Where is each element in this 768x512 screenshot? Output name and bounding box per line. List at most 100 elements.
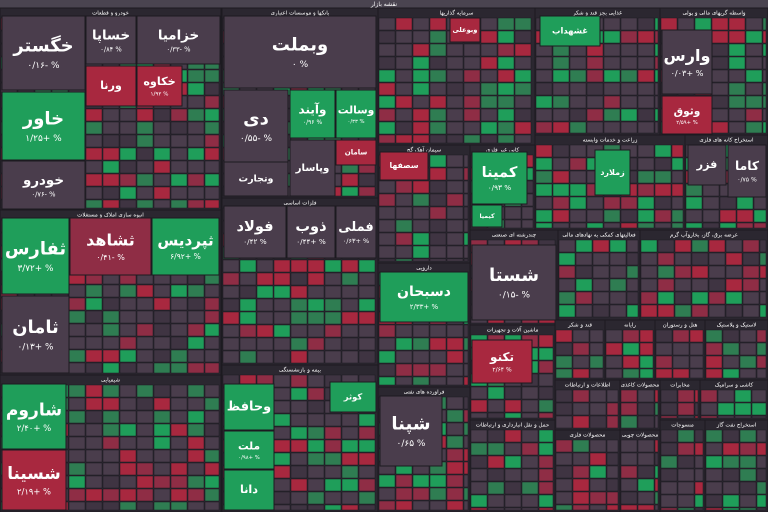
- small-tile: [702, 196, 720, 210]
- small-tile: [341, 259, 359, 273]
- small-tile: [256, 298, 274, 312]
- small-tile: [739, 355, 757, 369]
- small-tile: [470, 386, 488, 400]
- small-tile: [463, 193, 469, 207]
- small-tile: [412, 193, 430, 207]
- small-tile: [429, 245, 447, 259]
- small-tile: [429, 232, 447, 246]
- small-tile: [504, 442, 522, 456]
- small-tile: [307, 311, 325, 325]
- sector-title: استخراج نفت گاز: [716, 422, 757, 429]
- small-tile: [657, 304, 675, 318]
- stock-name: فزر: [696, 158, 718, 171]
- small-tile: [68, 462, 86, 476]
- small-tile: [759, 252, 767, 266]
- small-tile: [119, 488, 137, 502]
- small-tile: [446, 43, 464, 57]
- small-tile: [119, 362, 137, 374]
- small-tile: [555, 342, 573, 356]
- stock-name: ثفارس: [5, 239, 66, 260]
- small-tile: [504, 455, 522, 469]
- small-tile: [170, 160, 188, 174]
- small-tile: [204, 488, 220, 502]
- small-tile: [654, 504, 659, 511]
- small-tile: [620, 69, 638, 83]
- small-tile: [119, 336, 137, 350]
- small-tile: [654, 17, 659, 31]
- small-tile: [204, 134, 220, 148]
- small-tile: [538, 481, 554, 495]
- small-tile: [521, 399, 539, 413]
- sector-title: خودرو و قطعات: [92, 11, 129, 17]
- small-tile: [504, 494, 522, 508]
- small-tile: [119, 501, 137, 511]
- small-tile: [446, 487, 464, 501]
- small-tile: [463, 219, 469, 233]
- small-tile: [412, 108, 430, 122]
- small-tile: [378, 82, 396, 96]
- small-tile: [734, 415, 752, 419]
- small-tile: [555, 355, 573, 369]
- small-tile: [717, 389, 735, 403]
- stock-tile: [471, 204, 503, 228]
- small-tile: [654, 30, 659, 44]
- small-tile: [606, 504, 619, 511]
- small-tile: [136, 449, 154, 463]
- small-tile: [307, 491, 325, 505]
- small-tile: [395, 95, 413, 109]
- small-tile: [395, 82, 413, 96]
- small-tile: [569, 209, 587, 223]
- small-tile: [514, 43, 532, 57]
- stock-name: وتجارت: [239, 174, 274, 185]
- small-tile: [153, 310, 171, 324]
- small-tile: [705, 429, 723, 443]
- small-tile: [762, 95, 767, 109]
- small-tile: [552, 196, 570, 210]
- small-tile: [640, 239, 658, 253]
- small-tile: [446, 245, 464, 259]
- small-tile: [620, 95, 638, 109]
- small-tile: [463, 337, 469, 351]
- small-tile: [745, 121, 763, 134]
- small-tile: [620, 121, 638, 134]
- small-tile: [603, 108, 621, 122]
- sector-title: حمل و نقل انبارداری و ارتباطات: [476, 423, 550, 429]
- small-tile: [725, 265, 743, 279]
- small-tile: [412, 350, 430, 364]
- small-tile: [153, 475, 171, 489]
- small-tile: [119, 384, 137, 398]
- stock-change: ۰/۳۳- %: [167, 45, 191, 53]
- small-tile: [153, 121, 171, 135]
- small-tile: [654, 491, 659, 505]
- small-tile: [711, 56, 729, 70]
- small-tile: [187, 349, 205, 363]
- small-tile: [187, 310, 205, 324]
- small-tile: [654, 196, 672, 210]
- small-tile: [341, 439, 359, 453]
- small-tile: [589, 439, 607, 453]
- small-tile: [463, 121, 481, 135]
- small-tile: [589, 478, 607, 492]
- small-tile: [589, 342, 604, 356]
- small-tile: [204, 310, 220, 324]
- sector-title: ماشین آلات و تجهیزات: [487, 327, 539, 334]
- small-tile: [480, 30, 498, 44]
- small-tile: [620, 108, 638, 122]
- small-tile: [470, 412, 488, 419]
- small-tile: [739, 481, 757, 495]
- small-tile: [589, 402, 607, 416]
- small-tile: [102, 349, 120, 363]
- small-tile: [705, 368, 723, 379]
- small-tile: [412, 324, 430, 338]
- small-tile: [745, 95, 763, 109]
- small-tile: [535, 56, 553, 70]
- small-tile: [187, 449, 205, 463]
- stock-change: ۲/۵۹+ %: [676, 120, 697, 126]
- small-tile: [290, 413, 308, 427]
- small-tile: [102, 436, 120, 450]
- small-tile: [745, 69, 763, 83]
- small-tile: [153, 488, 171, 502]
- stock-name: خاور: [22, 109, 64, 130]
- small-tile: [463, 396, 469, 410]
- small-tile: [170, 336, 188, 350]
